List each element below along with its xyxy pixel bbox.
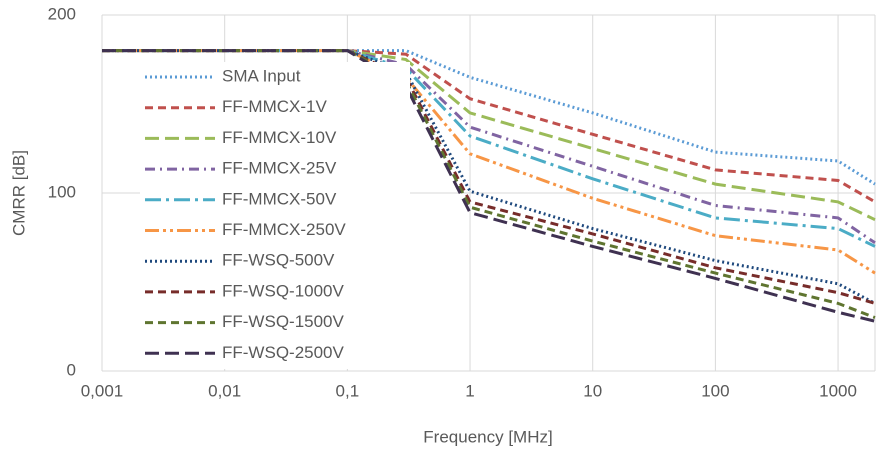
series-line (102, 49, 876, 305)
x-tick-label: 1000 (819, 381, 857, 400)
series-line (102, 49, 876, 245)
y-axis-label: CMRR [dB] (9, 150, 28, 236)
series-line (102, 49, 876, 222)
legend-background (140, 62, 410, 369)
plot-lines (102, 49, 876, 323)
legend-label: FF-MMCX-25V (222, 159, 337, 178)
legend-label: FF-MMCX-50V (222, 189, 337, 208)
series-line (102, 49, 876, 319)
series-line (102, 49, 876, 204)
x-tick-label: 0,01 (208, 381, 241, 400)
legend-label: FF-MMCX-250V (222, 220, 346, 239)
legend-label: FF-WSQ-1000V (222, 281, 345, 300)
legend-label: FF-WSQ-1500V (222, 312, 345, 331)
legend-label: FF-MMCX-10V (222, 128, 337, 147)
legend-label: FF-MMCX-1V (222, 97, 327, 116)
legend: SMA Input FF-MMCX-1V FF-MMCX-10V FF-MMCX-25… (140, 62, 410, 369)
x-tick-label: 0,001 (81, 381, 124, 400)
x-tick-label: 10 (583, 381, 602, 400)
legend-label: SMA Input (222, 66, 301, 85)
y-tick-label: 0 (67, 360, 76, 379)
legend-label: FF-WSQ-500V (222, 251, 335, 270)
x-axis-label: Frequency [MHz] (423, 427, 552, 446)
series-line (102, 49, 876, 305)
series-line (102, 49, 876, 186)
y-tick-label: 100 (48, 182, 76, 201)
legend-label: FF-WSQ-2500V (222, 343, 345, 362)
x-tick-label: 100 (701, 381, 729, 400)
grid: 0,001 0,01 0,1 1 10 100 1000 0 100 200 (48, 4, 876, 400)
y-tick-label: 200 (48, 4, 76, 23)
x-tick-label: 0,1 (336, 381, 360, 400)
x-tick-label: 1 (465, 381, 474, 400)
